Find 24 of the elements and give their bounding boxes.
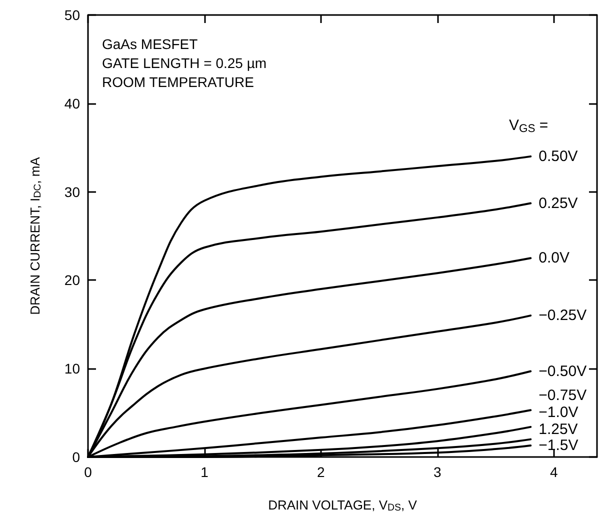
annotation: GaAs MESFET xyxy=(102,36,198,52)
annotation: GATE LENGTH = 0.25 µm xyxy=(102,55,267,71)
y-tick-label: 10 xyxy=(64,360,80,377)
y-tick-label: 50 xyxy=(64,7,80,23)
y-tick-label: 20 xyxy=(64,272,80,288)
annotation: ROOM TEMPERATURE xyxy=(102,74,254,90)
x-tick-label: 3 xyxy=(434,464,442,480)
series-label: 1.25V xyxy=(538,421,578,438)
series-label: −1.0V xyxy=(538,404,578,421)
y-axis-title: DRAIN CURRENT, IDC, mA xyxy=(28,156,44,315)
series-label: 0.50V xyxy=(538,148,578,165)
x-tick-label: 2 xyxy=(317,464,326,480)
x-tick-label: 0 xyxy=(84,464,92,480)
x-tick-label: 4 xyxy=(550,464,558,480)
series-label: 0.0V xyxy=(538,250,570,267)
series-label: −1.5V xyxy=(538,437,578,454)
y-tick-label: 40 xyxy=(64,95,80,112)
y-tick-label: 30 xyxy=(64,184,80,200)
series-label: −0.25V xyxy=(538,307,587,324)
series-label: −0.75V xyxy=(538,387,587,404)
series-label: 0.25V xyxy=(538,194,578,212)
x-tick-label: 1 xyxy=(200,464,209,480)
y-tick-label: 0 xyxy=(72,449,80,465)
legend-label: −0.50V xyxy=(538,362,587,380)
